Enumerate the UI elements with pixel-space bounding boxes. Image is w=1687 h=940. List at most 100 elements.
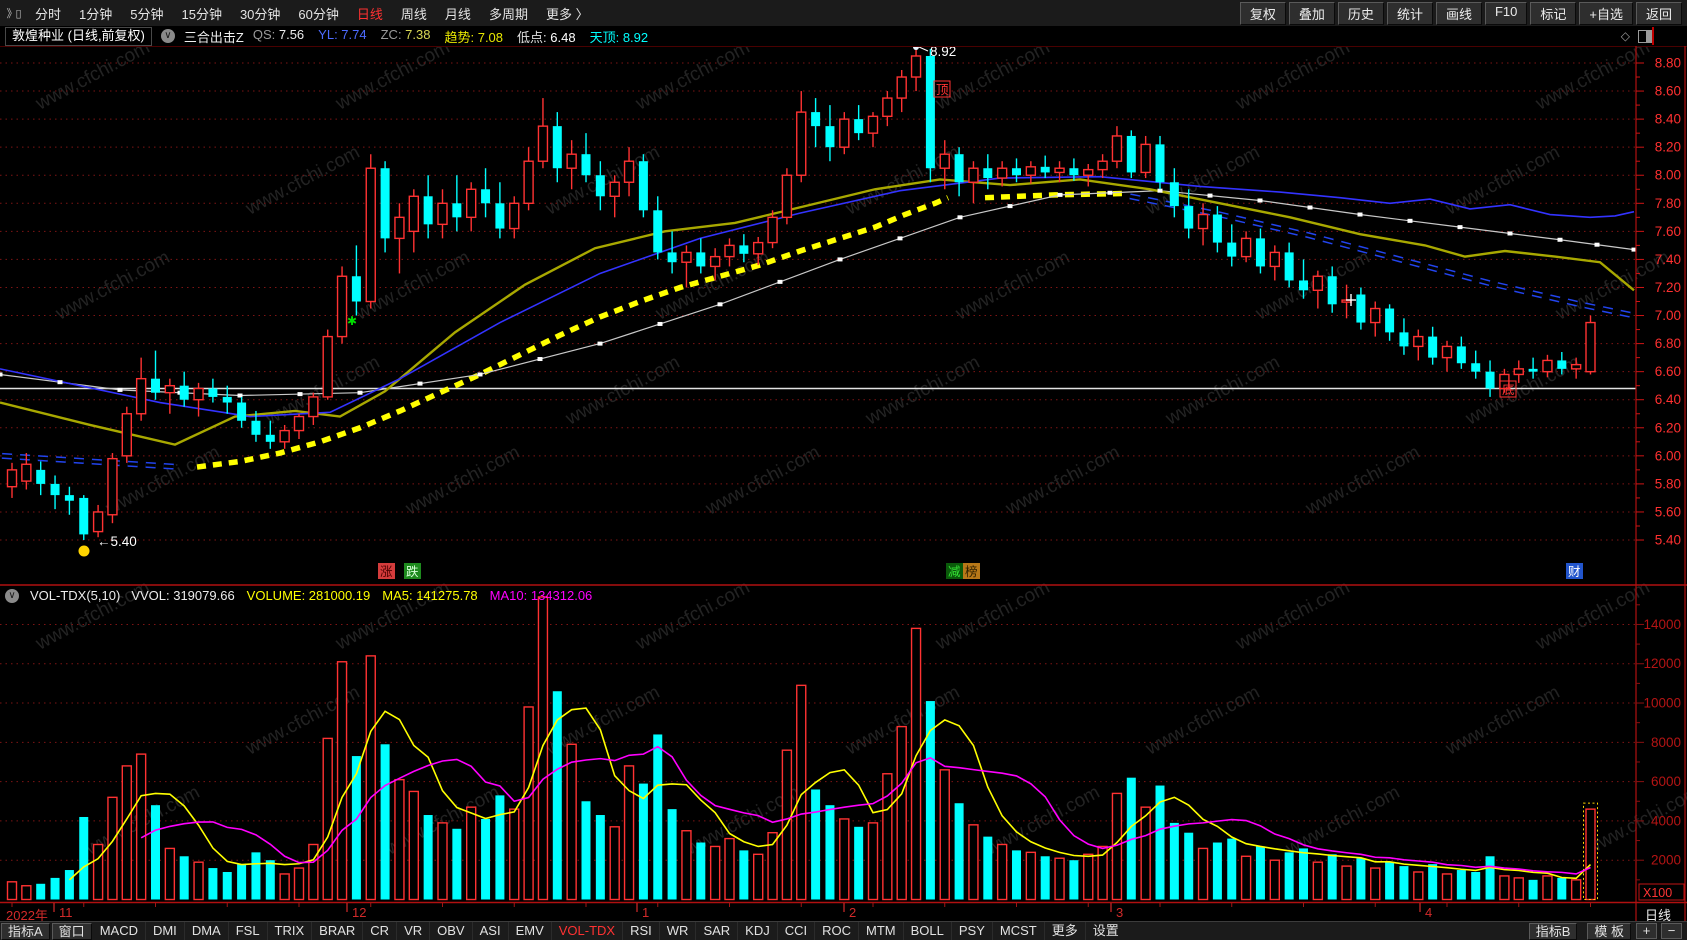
candle-up [1585,321,1596,373]
indicator-tab-EMV[interactable]: EMV [509,922,552,940]
candle-down [1227,242,1237,257]
menu-item-1分钟[interactable]: 1分钟 [79,6,113,22]
top-button-叠加[interactable]: 叠加 [1288,1,1335,25]
period-label-bottom-right: 日线 [1645,908,1672,923]
top-button-画线[interactable]: 画线 [1435,1,1482,25]
signal-badge [404,563,421,579]
candle-down [925,55,935,169]
candle-down [739,245,749,254]
split-window-icon[interactable] [1638,29,1653,43]
candle-down [1557,360,1567,369]
toolbar-button-指标A[interactable]: 指标A [1,922,50,940]
volume-bar-up [308,843,319,901]
watermark: www.cfchi.com [1532,37,1654,115]
candle-down [222,396,232,403]
menu-item-30分钟[interactable]: 30分钟 [239,6,281,22]
candle-down [208,388,218,397]
price-axis-label: 5.60 [1655,504,1681,519]
watermark: www.cfchi.com [952,247,1074,325]
menu-item-周线[interactable]: 周线 [400,6,427,22]
indicator-tab-CCI[interactable]: CCI [778,922,816,940]
indicator-tab-WR[interactable]: WR [660,922,697,940]
indicator-tab-ROC[interactable]: ROC [815,922,860,940]
volume-bar-up [1441,873,1453,901]
more-indicators-button[interactable]: 更多 [1045,922,1086,940]
volume-bar-down [452,828,462,900]
volume-bar-down [1227,838,1237,900]
top-button-复权[interactable]: 复权 [1239,1,1286,25]
indicator-tab-ASI[interactable]: ASI [473,922,509,940]
volume-bar-down [667,809,677,900]
menu-item-月线[interactable]: 月线 [444,6,471,22]
watermark: www.cfchi.com [1302,442,1424,520]
volume-bar-up [336,661,348,901]
top-button-F10[interactable]: F10 [1484,1,1528,25]
top-button-标记[interactable]: 标记 [1530,1,1577,25]
volume-bar-down [825,805,835,900]
stock-name-label[interactable]: 敦煌种业 (日线,前复权) [5,26,152,46]
volume-bar-up [92,843,104,901]
top-button-+自选[interactable]: +自选 [1579,1,1633,25]
volume-bar-up [709,845,721,901]
indicator-tab-OBV[interactable]: OBV [430,922,473,940]
volume-bar-up [882,773,893,901]
marker-box-label: 顶 [936,83,949,97]
menu-item-60分钟[interactable]: 60分钟 [298,6,339,22]
indicator-tab-FSL[interactable]: FSL [229,922,268,940]
indicator-tab-CR[interactable]: CR [363,922,398,940]
indicator-tab-VR[interactable]: VR [397,922,431,940]
watermark: www.cfchi.com [32,37,154,115]
field-YL: YL: 7.74 [318,27,366,46]
zoom-out-button[interactable]: − [1661,923,1682,939]
volume-bar-up [968,824,979,901]
ma-square-marker [1507,231,1513,236]
menu-item-分时[interactable]: 分时 [35,6,62,22]
volume-bar-down [1184,832,1194,900]
indicator-tab-BOLL[interactable]: BOLL [904,922,952,940]
menu-item-更多 〉[interactable]: 更多 〉 [545,6,589,22]
menu-item-15分钟[interactable]: 15分钟 [181,6,222,22]
indicator-tab-SAR[interactable]: SAR [696,922,739,940]
field-ZC: ZC: 7.38 [381,27,431,46]
blue-dash-line-inner [1,454,181,469]
chevron-down-icon[interactable]: ∨ [5,588,19,603]
marker-box [933,80,951,98]
menu-item-日线[interactable]: 日线 [356,6,383,22]
zoom-in-button[interactable]: + [1636,923,1657,939]
top-button-返回[interactable]: 返回 [1635,1,1682,25]
diamond-icon[interactable]: ◇ [1620,29,1630,43]
indicator-tab-MTM[interactable]: MTM [859,922,904,940]
chevron-down-icon[interactable]: ∨ [160,29,175,43]
volume-bar-down [208,868,218,900]
indicator-tab-PSY[interactable]: PSY [952,922,993,940]
top-button-统计[interactable]: 统计 [1386,1,1433,25]
indicator-tab-VOL-TDX[interactable]: VOL-TDX [552,922,624,940]
toolbar-button-指标B[interactable]: 指标B [1528,922,1578,940]
watermark: www.cfchi.com [402,442,524,520]
indicator-tab-MCST[interactable]: MCST [993,922,1045,940]
volume-bar-up [1513,877,1524,901]
field-label: 天顶: [589,29,623,45]
volume-bar-up [1097,845,1108,901]
indicator-tab-DMI[interactable]: DMI [146,922,185,940]
app-icon[interactable]: 》▯ [6,8,21,20]
indicator-tab-DMA[interactable]: DMA [185,922,229,940]
indicator-tab-BRAR[interactable]: BRAR [312,922,364,940]
period-menu: 分时 1分钟 5分钟 15分钟 30分钟 60分钟 日线 周线 月线 多周期 更多 〉 [26,4,598,23]
candle-up [336,275,348,338]
indicator-tab-RSI[interactable]: RSI [623,922,660,940]
settings-button[interactable]: 设置 [1092,923,1119,938]
toolbar-button-窗口[interactable]: 窗口 [51,922,92,940]
candle-down [380,168,390,239]
ma-square-marker [1157,188,1163,193]
menu-item-5分钟[interactable]: 5分钟 [130,6,164,22]
menu-item-多周期[interactable]: 多周期 [488,6,528,22]
indicator-tab-KDJ[interactable]: KDJ [738,922,778,940]
toolbar-button-模 板[interactable]: 模 板 [1587,922,1631,940]
indicator-tab-TRIX[interactable]: TRIX [268,922,313,940]
main-indicator-name[interactable]: 三合出击Z [183,29,244,45]
indicator-tab-MACD[interactable]: MACD [93,922,146,940]
top-button-历史[interactable]: 历史 [1337,1,1384,25]
field-label: ZC: [380,26,406,42]
